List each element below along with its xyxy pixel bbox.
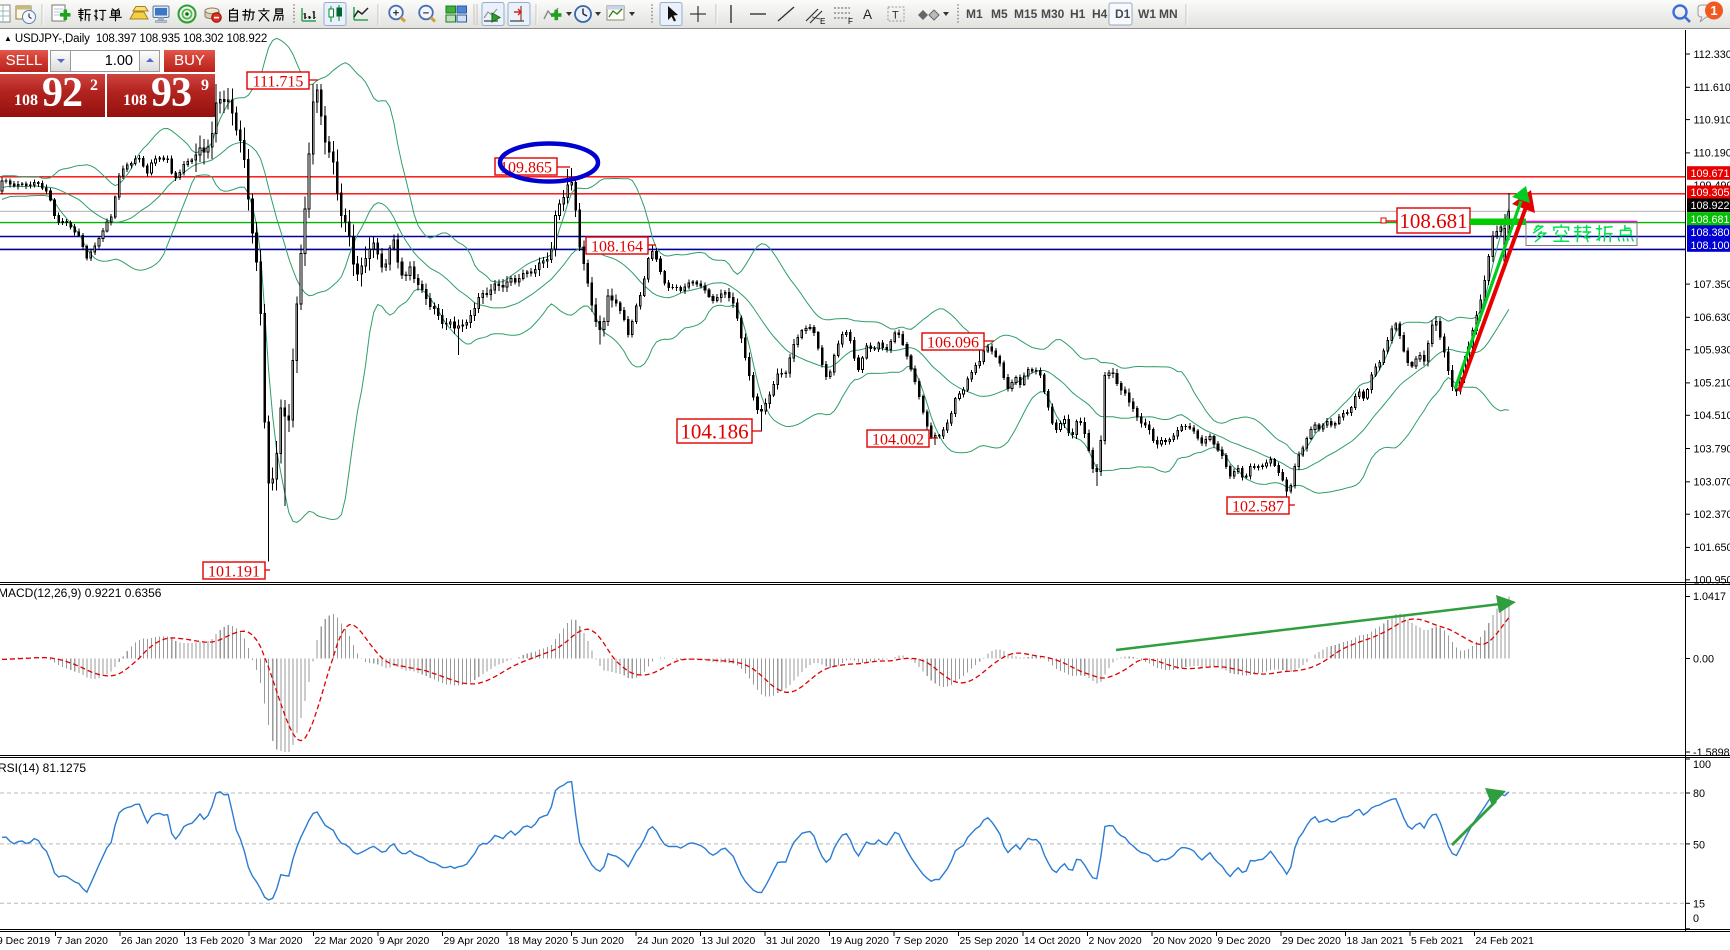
svg-text:105.930: 105.930 xyxy=(1694,345,1730,357)
svg-text:−: − xyxy=(423,8,429,20)
svg-text:104.186: 104.186 xyxy=(680,420,748,444)
svg-text:2 Nov 2020: 2 Nov 2020 xyxy=(1089,936,1142,947)
svg-text:M1: M1 xyxy=(966,7,983,21)
svg-text:100.950: 100.950 xyxy=(1694,575,1730,587)
svg-text:110.190: 110.190 xyxy=(1694,148,1730,160)
svg-text:A: A xyxy=(863,7,872,22)
svg-text:106.096: 106.096 xyxy=(927,334,979,351)
svg-text:13 Feb 2020: 13 Feb 2020 xyxy=(186,936,245,947)
svg-text:9 Dec 2019: 9 Dec 2019 xyxy=(0,936,50,947)
svg-text:18 May 2020: 18 May 2020 xyxy=(508,936,568,947)
svg-text:29 Dec 2020: 29 Dec 2020 xyxy=(1282,936,1341,947)
svg-text:101.191: 101.191 xyxy=(208,563,260,580)
svg-text:7 Sep 2020: 7 Sep 2020 xyxy=(895,936,948,947)
svg-text:25 Sep 2020: 25 Sep 2020 xyxy=(960,936,1019,947)
svg-text:MN: MN xyxy=(1159,7,1178,21)
svg-text:26 Jan 2020: 26 Jan 2020 xyxy=(121,936,178,947)
svg-text:110.910: 110.910 xyxy=(1694,114,1730,126)
svg-text:100: 100 xyxy=(1693,759,1711,771)
svg-text:E: E xyxy=(820,17,825,26)
svg-text:109.671: 109.671 xyxy=(1691,168,1730,180)
svg-text:1.0417: 1.0417 xyxy=(1693,591,1726,603)
svg-text:T: T xyxy=(892,10,899,22)
svg-text:31 Jul 2020: 31 Jul 2020 xyxy=(766,936,820,947)
svg-text:9 Apr 2020: 9 Apr 2020 xyxy=(379,936,429,947)
svg-text:M5: M5 xyxy=(991,7,1008,21)
svg-text:15: 15 xyxy=(1693,898,1705,910)
svg-text:RSI(14) 81.1275: RSI(14) 81.1275 xyxy=(0,761,86,775)
svg-text:50: 50 xyxy=(1693,840,1705,852)
svg-text:7 Jan 2020: 7 Jan 2020 xyxy=(57,936,109,947)
svg-text:19 Aug 2020: 19 Aug 2020 xyxy=(831,936,890,947)
svg-text:0.00: 0.00 xyxy=(1693,654,1714,666)
svg-text:W1: W1 xyxy=(1138,7,1156,21)
svg-text:14 Oct 2020: 14 Oct 2020 xyxy=(1024,936,1081,947)
svg-text:103.070: 103.070 xyxy=(1694,477,1730,489)
svg-text:M30: M30 xyxy=(1041,7,1065,21)
svg-text:24 Jun 2020: 24 Jun 2020 xyxy=(637,936,694,947)
svg-text:9 Dec 2020: 9 Dec 2020 xyxy=(1218,936,1271,947)
svg-text:111.610: 111.610 xyxy=(1694,82,1730,94)
svg-text:102.370: 102.370 xyxy=(1694,509,1730,521)
svg-text:F: F xyxy=(848,17,853,26)
svg-text:109.865: 109.865 xyxy=(500,159,552,176)
svg-text:-1.5898: -1.5898 xyxy=(1693,747,1730,759)
svg-text:108.164: 108.164 xyxy=(591,238,643,255)
svg-text:107.350: 107.350 xyxy=(1694,279,1730,291)
svg-text:M15: M15 xyxy=(1014,7,1038,21)
svg-text:101.650: 101.650 xyxy=(1694,542,1730,554)
svg-text:+: + xyxy=(393,8,399,20)
svg-text:18 Jan 2021: 18 Jan 2021 xyxy=(1347,936,1404,947)
svg-text:108.681: 108.681 xyxy=(1691,214,1730,226)
svg-text:102.587: 102.587 xyxy=(1232,498,1284,515)
svg-text:108.100: 108.100 xyxy=(1691,240,1730,252)
svg-text:22 Mar 2020: 22 Mar 2020 xyxy=(315,936,374,947)
svg-text:109.305: 109.305 xyxy=(1691,187,1730,199)
svg-text:108.681: 108.681 xyxy=(1399,209,1467,233)
svg-text:1: 1 xyxy=(1710,3,1717,18)
svg-text:105.210: 105.210 xyxy=(1694,378,1730,390)
svg-text:104.510: 104.510 xyxy=(1694,410,1730,422)
svg-text:103.790: 103.790 xyxy=(1694,443,1730,455)
svg-text:104.002: 104.002 xyxy=(872,431,924,448)
svg-text:108.922: 108.922 xyxy=(1691,200,1730,212)
svg-text:24 Feb 2021: 24 Feb 2021 xyxy=(1476,936,1535,947)
svg-text:3 Mar 2020: 3 Mar 2020 xyxy=(250,936,303,947)
svg-text:106.630: 106.630 xyxy=(1694,312,1730,324)
svg-text:108.380: 108.380 xyxy=(1691,227,1730,239)
svg-text:MACD(12,26,9) 0.9221 0.6356: MACD(12,26,9) 0.9221 0.6356 xyxy=(0,586,162,600)
svg-text:13 Jul 2020: 13 Jul 2020 xyxy=(702,936,756,947)
svg-text:80: 80 xyxy=(1693,788,1705,800)
svg-text:0: 0 xyxy=(1693,913,1699,925)
svg-text:H1: H1 xyxy=(1070,7,1086,21)
svg-text:5 Feb 2021: 5 Feb 2021 xyxy=(1411,936,1464,947)
svg-text:D1: D1 xyxy=(1115,7,1131,21)
svg-text:29 Apr 2020: 29 Apr 2020 xyxy=(444,936,500,947)
svg-text:5 Jun 2020: 5 Jun 2020 xyxy=(573,936,625,947)
svg-text:H4: H4 xyxy=(1092,7,1108,21)
svg-text:112.330: 112.330 xyxy=(1694,49,1730,61)
svg-text:111.715: 111.715 xyxy=(253,73,304,90)
svg-text:20 Nov 2020: 20 Nov 2020 xyxy=(1153,936,1212,947)
